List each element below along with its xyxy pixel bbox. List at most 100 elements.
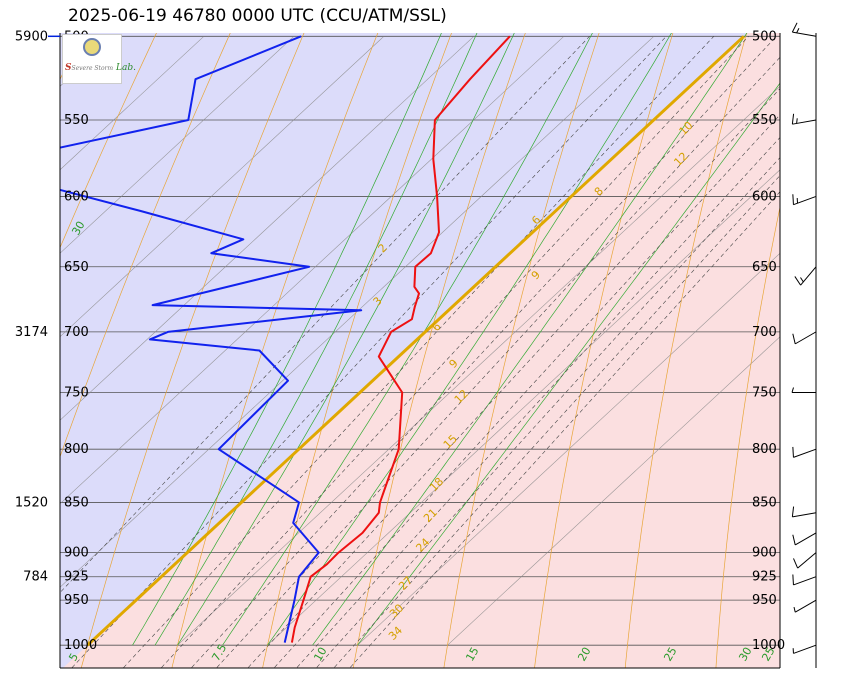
wind-barb	[792, 331, 817, 345]
dry-adiabat	[443, 33, 600, 668]
wind-barb	[792, 446, 817, 458]
dry-adiabat	[534, 33, 674, 668]
wind-barb-shaft	[793, 195, 817, 206]
moist-adiabat-label: 30	[69, 219, 87, 238]
wind-barb-flag	[794, 276, 801, 286]
moist-adiabat	[154, 33, 478, 646]
wind-barb-shaft	[794, 331, 817, 345]
moist-adiabat-label: 10	[311, 645, 329, 664]
isotherm	[60, 36, 475, 421]
chart-background	[60, 33, 780, 668]
wind-barb-shaft	[794, 599, 817, 613]
wind-barb-flag	[791, 22, 798, 33]
chart-title: 2025-06-19 46780 0000 UTC (CCU/ATM/SSL)	[68, 6, 447, 26]
dry-adiabat	[60, 33, 157, 249]
wind-barb-flag	[792, 574, 794, 585]
height-label: 3174	[15, 325, 48, 340]
wind-barb-shaft	[792, 31, 817, 37]
mixing-ratio-line	[296, 137, 780, 668]
moist-adiabat	[132, 33, 442, 646]
wind-barb-shaft	[794, 532, 817, 546]
seal-icon	[83, 38, 101, 56]
pressure-tick-label-right: 550	[752, 113, 777, 128]
wind-barb	[792, 574, 817, 586]
wind-barb-half-flag	[800, 277, 804, 283]
isotherm	[177, 85, 780, 646]
pressure-tick-label-right: 900	[752, 546, 777, 561]
isotherm	[447, 336, 780, 646]
mixing-ratio-line	[273, 114, 780, 668]
pressure-tick-label-right: 950	[752, 593, 777, 608]
pressure-tick-label-right: 500	[752, 29, 777, 44]
pressure-tick-label: 800	[64, 442, 89, 457]
wind-barb	[791, 22, 817, 37]
pressure-tick-label: 950	[64, 593, 89, 608]
freezing-divider	[86, 35, 745, 647]
pressure-tick-label: 550	[64, 113, 89, 128]
wind-barb	[792, 644, 817, 654]
pressure-tick-label: 850	[64, 495, 89, 510]
wind-barb-half-flag	[791, 387, 794, 393]
wind-barb-flag	[793, 558, 799, 569]
moist-adiabat	[312, 33, 748, 646]
mixing-ratio-line	[333, 175, 780, 668]
isotherm	[60, 36, 385, 338]
dry-adiabat	[60, 33, 231, 458]
isotherm	[60, 36, 655, 588]
wind-barb-flag	[792, 534, 796, 546]
pressure-tick-label: 600	[64, 190, 89, 205]
pressure-tick-label-right: 750	[752, 386, 777, 401]
height-label: 5900	[15, 29, 48, 44]
wind-barb-flag	[791, 113, 795, 125]
wind-barb	[792, 532, 817, 546]
wind-barb-shaft	[793, 644, 817, 654]
wind-barb-shaft	[792, 119, 817, 125]
isotherm	[60, 36, 565, 505]
wind-barb-half-flag	[796, 27, 800, 34]
isotherm	[267, 169, 780, 646]
wind-barb	[792, 194, 817, 206]
mixing-ratio-line	[160, 36, 749, 668]
wind-barb-flag	[791, 506, 795, 517]
mixing-ratio-line	[60, 36, 590, 594]
dry-adiabat	[171, 33, 379, 668]
pressure-tick-label: 925	[64, 570, 89, 585]
wind-barb-flag	[792, 333, 796, 344]
dry-adiabat	[806, 0, 850, 688]
wind-barb	[791, 113, 817, 125]
wind-barb-half-flag	[793, 606, 796, 613]
dry-adiabat	[715, 205, 780, 668]
pressure-tick-label-right: 850	[752, 495, 777, 510]
isotherm	[357, 252, 780, 646]
moist-adiabat-label: 20	[575, 645, 593, 664]
pressure-tick-label-right: 1000	[752, 638, 785, 653]
moist-adiabat-label: 15	[463, 645, 481, 664]
wind-barb	[791, 387, 816, 393]
dewpoint-line	[60, 35, 363, 643]
moist-adiabat-label: 25	[759, 645, 777, 664]
pressure-tick-label-right: 650	[752, 260, 777, 275]
pressure-tick-label-right: 800	[752, 442, 777, 457]
wind-barb	[794, 266, 817, 286]
mixing-ratio-line	[71, 36, 667, 668]
pressure-tick-label-right: 700	[752, 325, 777, 340]
temperature-line	[290, 35, 511, 643]
wind-barb-shaft	[800, 266, 817, 286]
dry-adiabat	[262, 33, 452, 668]
mixing-ratio-line	[122, 36, 715, 668]
wind-barb-half-flag	[796, 118, 798, 124]
wind-barb	[791, 506, 817, 518]
logo-brand: SSevere Storm Lab.	[65, 63, 136, 73]
mixing-ratio-line	[315, 157, 780, 668]
isotherm	[0, 36, 24, 645]
wind-barb-shaft	[793, 448, 817, 458]
isotherm	[60, 36, 205, 171]
height-label: 1520	[15, 495, 48, 510]
wind-barb-flag	[792, 194, 794, 205]
height-label: 784	[23, 570, 48, 585]
mixing-ratio-line	[349, 191, 780, 668]
mixing-ratio-line	[190, 36, 777, 668]
pressure-tick-label: 700	[64, 325, 89, 340]
wind-barb-shaft	[793, 576, 817, 586]
